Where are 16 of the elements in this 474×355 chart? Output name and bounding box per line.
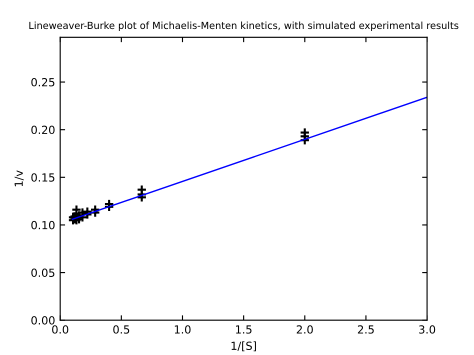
x-tick-label: 0.5 — [113, 325, 130, 334]
x-tick-label: 0.0 — [52, 325, 68, 334]
x-axis-title: 1/[S] — [232, 341, 256, 352]
chart-title: Lineweaver-Burke plot of Michaelis-Menten kinetics, with simulated experimental results — [29, 22, 458, 31]
y-tick-label: 0.25 — [31, 78, 54, 86]
y-tick-label: 0.00 — [31, 316, 55, 325]
y-tick-label: 0.15 — [31, 173, 54, 182]
x-tick-label: 1.0 — [174, 325, 191, 334]
y-tick-label: 0.20 — [31, 126, 55, 134]
x-tick-label: 3.0 — [419, 325, 436, 334]
x-tick-label: 2.5 — [358, 325, 374, 334]
y-axis-title: 1/v — [14, 170, 24, 186]
y-tick-label: 0.05 — [31, 268, 54, 277]
y-tick-label: 0.10 — [31, 220, 55, 230]
x-tick-label: 2.0 — [296, 325, 313, 334]
x-tick-label: 1.5 — [236, 325, 252, 334]
